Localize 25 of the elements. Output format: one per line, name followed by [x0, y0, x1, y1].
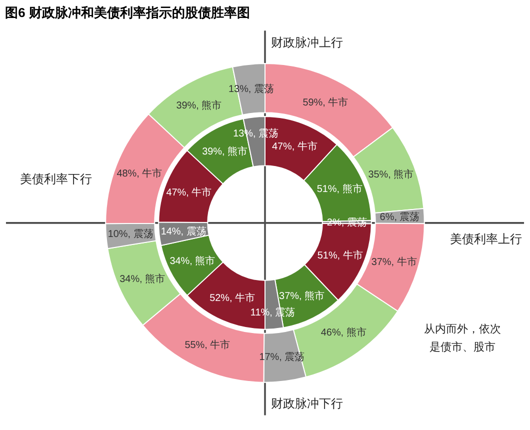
slice-label: 34%, 熊市	[170, 254, 216, 267]
text: 55%, 牛市	[184, 340, 230, 351]
slice-label: 52%, 牛市	[210, 292, 256, 304]
text: 48%, 牛市	[116, 168, 162, 180]
slice-label: 51%, 牛市	[317, 250, 363, 262]
text: 6%, 震荡	[380, 212, 420, 224]
chart-title: 图6 财政脉冲和美债利率指示的股债胜率图	[5, 4, 250, 20]
text: 财政脉冲上行	[270, 36, 343, 50]
text: 财政脉冲下行	[270, 396, 343, 410]
text: 美债利率上行	[450, 232, 522, 246]
slice-label: 47%, 牛市	[272, 140, 318, 153]
slice-label: 34%, 熊市	[120, 273, 166, 286]
slice-label: 39%, 熊市	[176, 99, 222, 112]
slice-label: 14%, 震荡	[160, 225, 206, 238]
text: 59%, 牛市	[302, 97, 348, 108]
text: 37%, 牛市	[371, 257, 417, 268]
slice-label: 47%, 牛市	[166, 186, 212, 199]
text: 10%, 震荡	[108, 229, 154, 240]
text: 美债利率下行	[20, 172, 92, 186]
slice-label: 51%, 熊市	[316, 183, 362, 196]
text: 从内而外，依次是债市、股市	[424, 322, 501, 354]
slice-label: 39%, 熊市	[202, 146, 248, 158]
text: 46%, 熊市	[320, 328, 366, 339]
slice-label: 37%, 熊市	[279, 290, 324, 302]
text: 35%, 熊市	[368, 170, 414, 181]
